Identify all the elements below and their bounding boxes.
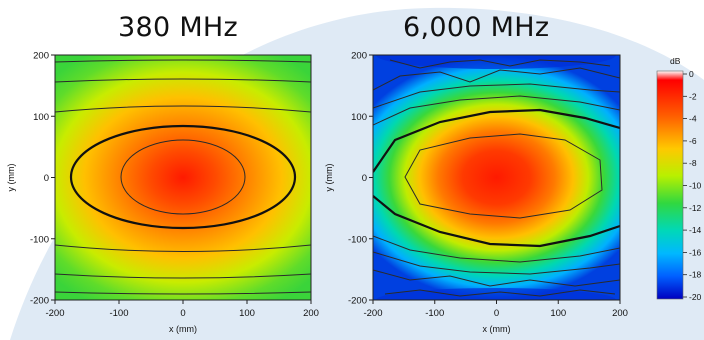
colorbar-tick-label: 0 — [689, 69, 694, 79]
ylabel-380: y (mm) — [6, 164, 16, 192]
contour-6000-minus8-bottom — [373, 235, 620, 263]
top-blue-band — [376, 55, 616, 69]
contour-380-minus10-bottom — [55, 273, 311, 279]
contour-380-minus12-bottom — [55, 291, 311, 295]
colorbar: dB 0 -2 -4 -6 -8 -10 -12 -14 -16 -18 -20 — [656, 56, 702, 302]
ytick-label-6000: -200 — [348, 296, 367, 307]
ytick-label-6000: 0 — [362, 173, 367, 184]
panel-title-6000mhz: 6,000 MHz — [403, 12, 550, 43]
axes-6000mhz: -200 -100 0 100 200 -200 -100 0 100 200 x (mm) y (m… — [324, 51, 628, 335]
contour-380-minus12-top — [55, 59, 311, 63]
ytick-label-380: 200 — [33, 51, 49, 62]
heatmap-380mhz-field — [55, 55, 311, 300]
heatmap-6000mhz: -200 -100 0 100 200 -200 -100 0 100 200 x (mm) y (m… — [324, 51, 628, 335]
colorbar-label: dB — [670, 56, 681, 66]
colorbar-gradient — [656, 70, 684, 300]
colorbar-tick-label: -8 — [689, 158, 697, 168]
contour-6000-minus6 — [373, 108, 620, 248]
axes-380mhz: -200 -100 0 100 200 -200 -100 0 100 200 x (mm) y (m… — [6, 51, 319, 335]
ytick-label-380: -200 — [30, 296, 49, 307]
xtick-label-380: 200 — [303, 308, 319, 319]
contours-380mhz — [55, 59, 311, 295]
contour-6000-minus10-top — [373, 83, 620, 109]
colorbar-tick-label: -14 — [689, 225, 702, 235]
ytick-label-6000: -100 — [348, 234, 367, 245]
colorbar-tick-label: -16 — [689, 247, 702, 257]
contour-380-minus2 — [120, 139, 246, 215]
edge-bands-6000mhz — [376, 55, 616, 300]
xtick-label-380: 100 — [239, 308, 255, 319]
contour-6000-minus14-top — [373, 67, 620, 91]
xlabel-380: x (mm) — [169, 324, 197, 334]
panel-title-380mhz: 380 MHz — [118, 12, 238, 43]
colorbar-tick-label: -2 — [689, 91, 697, 101]
xtick-label-380: -100 — [109, 308, 128, 319]
ylabel-6000: y (mm) — [324, 164, 334, 192]
contours-6000mhz — [373, 59, 620, 297]
xtick-label-6000: 100 — [550, 308, 566, 319]
contour-6000-minus2 — [404, 133, 603, 219]
contour-6000-minus14-bottom — [373, 269, 620, 287]
colorbar-tick-label: -10 — [689, 181, 702, 191]
ytick-label-6000: 100 — [351, 112, 367, 123]
ytick-label-380: -100 — [30, 234, 49, 245]
colorbar-tick-label: -4 — [689, 114, 697, 124]
colorbar-tick-label: -12 — [689, 203, 702, 213]
bottom-blue-band — [376, 288, 616, 300]
contour-6000-minus10-bottom — [373, 251, 620, 275]
colorbar-tick-label: -18 — [689, 270, 702, 280]
contour-380-minus8-bottom — [55, 244, 311, 252]
contour-380-minus6 — [69, 124, 297, 230]
xtick-label-380: 0 — [180, 308, 185, 319]
xtick-label-6000: 0 — [494, 308, 499, 319]
ytick-label-6000: 200 — [351, 51, 367, 62]
xtick-label-6000: -100 — [425, 308, 444, 319]
xlabel-6000: x (mm) — [483, 324, 511, 334]
contour-380-minus8-top — [55, 105, 311, 113]
xtick-label-6000: 200 — [612, 308, 628, 319]
colorbar-tick-label: -20 — [689, 292, 702, 302]
heatmap-380mhz: -200 -100 0 100 200 -200 -100 0 100 200 x (mm) y (m… — [6, 51, 319, 335]
ytick-label-380: 0 — [44, 173, 49, 184]
contour-6000-minus18-top — [389, 59, 611, 69]
xtick-label-6000: -200 — [363, 308, 382, 319]
ytick-label-380: 100 — [33, 112, 49, 123]
contour-6000-minus8-top — [373, 95, 620, 126]
contour-380-minus10-top — [55, 78, 311, 83]
xtick-label-380: -200 — [45, 308, 64, 319]
contour-6000-minus18-bottom — [384, 289, 616, 297]
colorbar-tick-label: -6 — [689, 136, 697, 146]
heatmap-6000mhz-field — [373, 55, 620, 300]
colorbar-ticks: 0 -2 -4 -6 -8 -10 -12 -14 -16 -18 -20 — [683, 69, 702, 302]
